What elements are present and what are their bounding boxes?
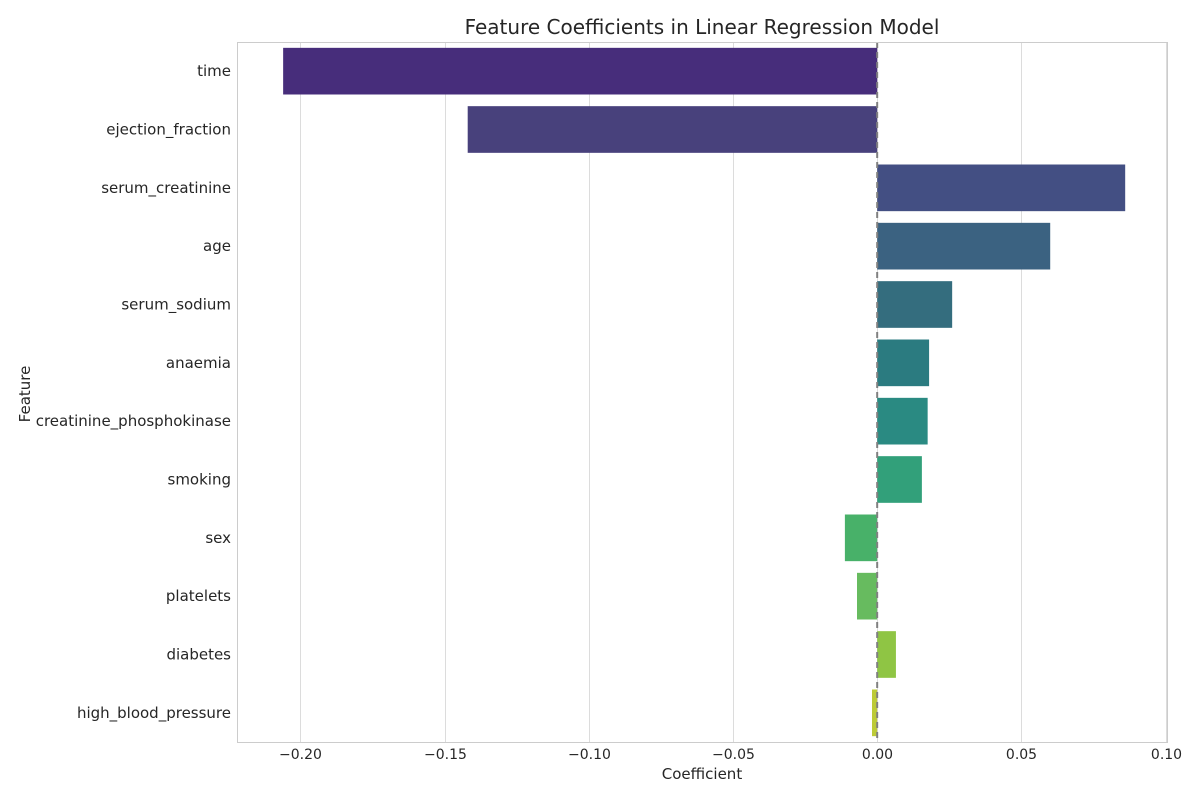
y-tick-label: age bbox=[203, 237, 231, 255]
x-tick-label: −0.15 bbox=[424, 747, 467, 763]
bar bbox=[877, 339, 930, 387]
x-tick-label: 0.05 bbox=[1006, 747, 1037, 763]
x-tick-label: −0.10 bbox=[568, 747, 611, 763]
x-axis-label: Coefficient bbox=[662, 765, 743, 783]
bar bbox=[877, 456, 922, 503]
y-tick-label: anaemia bbox=[166, 354, 231, 372]
x-tick-labels: −0.20 −0.15 −0.10 −0.05 0.00 0.05 0.10 bbox=[279, 747, 1182, 763]
bar-layer bbox=[283, 47, 1126, 737]
x-tick-label: −0.20 bbox=[279, 747, 322, 763]
bar bbox=[283, 47, 878, 95]
bar bbox=[877, 397, 928, 445]
bar bbox=[877, 631, 896, 678]
bar bbox=[877, 222, 1051, 270]
y-tick-label: diabetes bbox=[166, 646, 231, 664]
bar bbox=[877, 164, 1126, 212]
y-tick-label: time bbox=[197, 62, 231, 80]
x-tick-label: 0.00 bbox=[862, 747, 893, 763]
grid-layer bbox=[300, 42, 1167, 742]
y-tick-label: platelets bbox=[166, 587, 231, 605]
y-tick-label: serum_creatinine bbox=[101, 179, 231, 198]
x-tick-label: −0.05 bbox=[712, 747, 755, 763]
bar bbox=[844, 514, 878, 562]
y-tick-label: creatinine_phosphokinase bbox=[36, 412, 231, 431]
bar bbox=[467, 106, 878, 153]
plot-frame bbox=[237, 42, 1168, 743]
bar bbox=[857, 572, 878, 620]
bar bbox=[871, 689, 878, 737]
chart-title: Feature Coefficients in Linear Regressio… bbox=[465, 15, 940, 39]
y-tick-label: sex bbox=[205, 529, 231, 547]
y-tick-label: high_blood_pressure bbox=[77, 704, 231, 723]
y-tick-labels: time ejection_fraction serum_creatinineage… bbox=[36, 62, 231, 723]
y-tick-label: serum_sodium bbox=[121, 296, 231, 315]
x-tick-label: 0.10 bbox=[1151, 747, 1182, 763]
y-tick-label: ejection_fraction bbox=[106, 121, 231, 140]
y-axis-label: Feature bbox=[16, 366, 34, 423]
bar bbox=[877, 281, 953, 328]
y-tick-label: smoking bbox=[168, 471, 232, 489]
